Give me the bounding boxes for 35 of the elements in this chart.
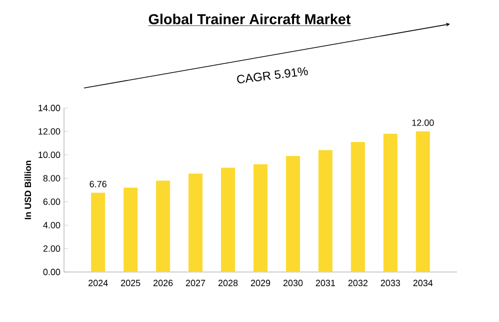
bar <box>383 134 398 272</box>
bar <box>188 174 203 272</box>
text: CAGR 5.91% <box>237 66 308 84</box>
x-tick-label: 2024 <box>88 280 108 286</box>
x-tick-label: 2030 <box>283 280 303 286</box>
x-tick-label: 2027 <box>186 280 206 286</box>
bar <box>318 150 332 272</box>
y-tick-label: 6.00 <box>43 198 60 205</box>
x-tick-label: 2026 <box>154 280 173 286</box>
bar <box>350 142 365 272</box>
x-tick-label: 2034 <box>413 280 433 286</box>
x-tick-label: 2029 <box>250 280 270 286</box>
y-axis-title: In USD Billion <box>24 160 32 220</box>
y-tick-label: 8.00 <box>43 175 60 182</box>
y-tick-label: 12.00 <box>38 128 60 135</box>
x-tick-label: 2031 <box>316 280 336 286</box>
bar <box>124 188 138 272</box>
bar <box>416 131 430 272</box>
x-tick-label: 2033 <box>380 280 400 286</box>
x-tick-label: 2032 <box>348 280 368 286</box>
y-tick-label: 2.00 <box>43 245 60 252</box>
bar <box>91 192 106 272</box>
x-tick-label: 2028 <box>218 280 238 286</box>
y-tick-label: 4.00 <box>43 222 60 228</box>
y-tick-label: 0.00 <box>43 268 60 276</box>
y-tick-label: 10.00 <box>38 152 60 158</box>
data-label: 6.76 <box>90 180 106 188</box>
data-label: 12.00 <box>412 120 434 126</box>
bar <box>286 156 300 272</box>
bar <box>221 168 236 272</box>
x-tick-label: 2025 <box>121 280 140 286</box>
bar <box>254 164 268 272</box>
chart-title: Global Trainer Aircraft Market <box>148 14 351 24</box>
y-tick-label: 14.00 <box>38 104 60 112</box>
bar <box>156 180 170 272</box>
